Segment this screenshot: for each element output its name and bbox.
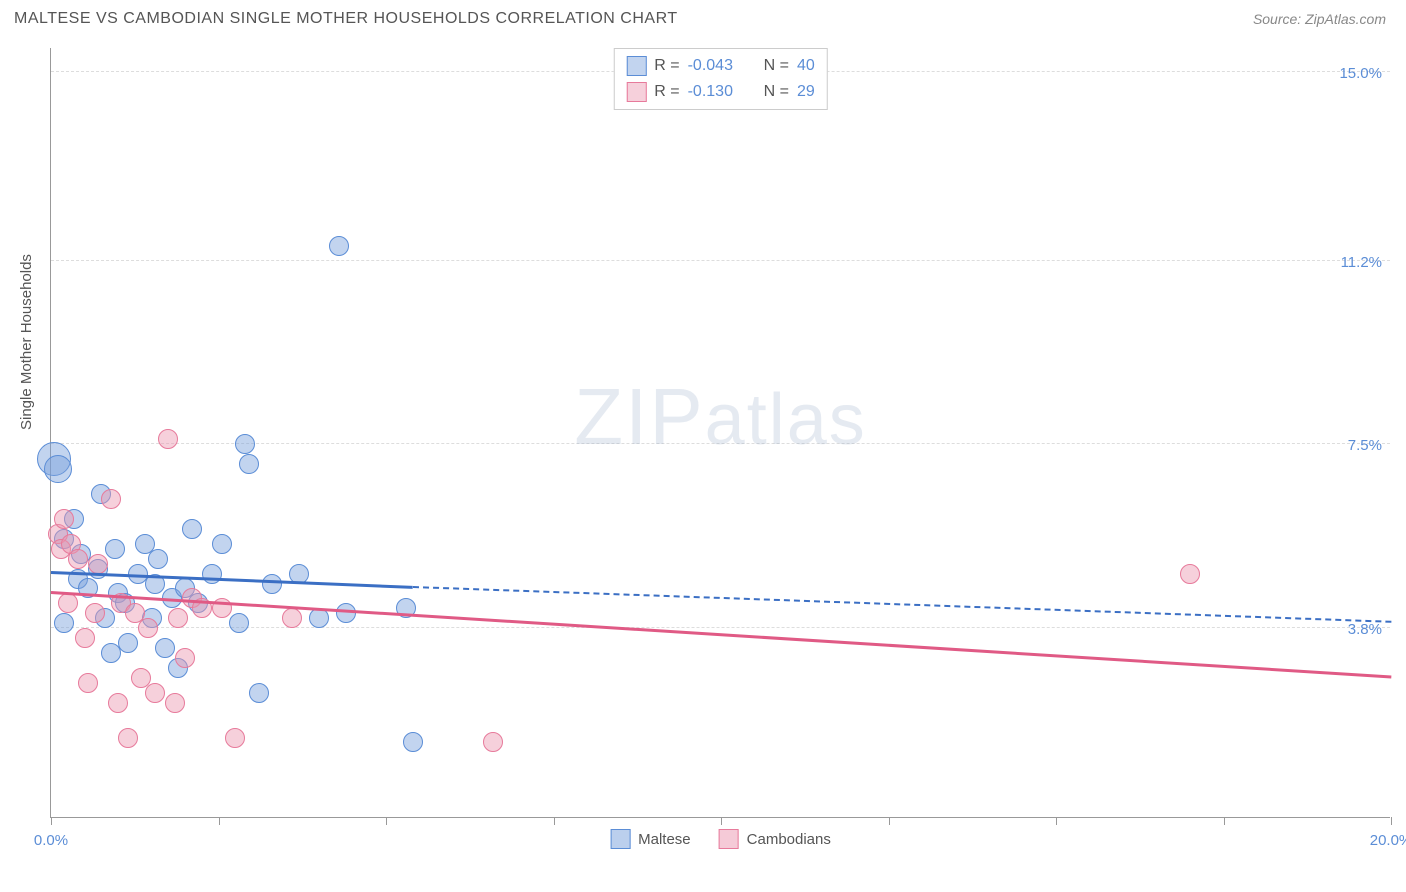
data-point: [155, 638, 175, 658]
legend-row: R = -0.130 N = 29: [624, 79, 816, 105]
data-point: [138, 618, 158, 638]
data-point: [182, 519, 202, 539]
data-point: [175, 648, 195, 668]
legend-n-label: N =: [764, 57, 789, 75]
data-point: [225, 728, 245, 748]
data-point: [168, 608, 188, 628]
legend-r-label: R =: [654, 83, 679, 101]
data-point: [235, 434, 255, 454]
data-point: [85, 603, 105, 623]
data-point: [329, 236, 349, 256]
trend-line: [51, 591, 1391, 678]
legend-swatch-icon: [719, 829, 739, 849]
series-legend: Maltese Cambodians: [610, 829, 831, 849]
legend-n-label: N =: [764, 83, 789, 101]
data-point: [158, 429, 178, 449]
data-point: [239, 454, 259, 474]
data-point: [118, 633, 138, 653]
data-point: [336, 603, 356, 623]
legend-n-value: 40: [797, 57, 815, 75]
y-tick-label: 7.5%: [1348, 437, 1382, 454]
data-point: [282, 608, 302, 628]
x-tick: [721, 817, 722, 825]
y-tick-label: 3.8%: [1348, 621, 1382, 638]
data-point: [212, 534, 232, 554]
chart-header: MALTESE VS CAMBODIAN SINGLE MOTHER HOUSE…: [0, 0, 1406, 34]
data-point: [148, 549, 168, 569]
y-axis-label: Single Mother Households: [18, 254, 35, 430]
data-point: [229, 613, 249, 633]
chart-title: MALTESE VS CAMBODIAN SINGLE MOTHER HOUSE…: [14, 10, 678, 28]
x-tick: [1056, 817, 1057, 825]
data-point: [262, 574, 282, 594]
data-point: [88, 554, 108, 574]
data-point: [54, 613, 74, 633]
data-point: [68, 549, 88, 569]
gridline: [51, 627, 1390, 628]
legend-swatch-icon: [626, 82, 646, 102]
legend-swatch-icon: [626, 56, 646, 76]
legend-r-label: R =: [654, 57, 679, 75]
correlation-legend: R = -0.043 N = 40 R = -0.130 N = 29: [613, 48, 827, 110]
x-tick: [386, 817, 387, 825]
legend-label: Maltese: [638, 831, 691, 848]
data-point: [58, 593, 78, 613]
legend-row: R = -0.043 N = 40: [624, 53, 816, 79]
legend-label: Cambodians: [747, 831, 831, 848]
watermark: ZIPatlas: [574, 371, 867, 463]
x-tick-label: 0.0%: [34, 832, 68, 849]
chart-source: Source: ZipAtlas.com: [1253, 11, 1386, 27]
data-point: [165, 693, 185, 713]
scatter-chart: ZIPatlas R =-0.043N =40R =-0.130N =29 Ma…: [50, 48, 1390, 818]
x-tick: [1391, 817, 1392, 825]
x-tick: [1224, 817, 1225, 825]
data-point: [54, 509, 74, 529]
legend-item: Maltese: [610, 829, 691, 849]
data-point: [249, 683, 269, 703]
data-point: [202, 564, 222, 584]
data-point: [75, 628, 95, 648]
data-point: [403, 732, 423, 752]
trend-line: [413, 586, 1391, 623]
data-point: [118, 728, 138, 748]
legend-swatch-icon: [610, 829, 630, 849]
x-tick-label: 20.0%: [1370, 832, 1406, 849]
data-point: [309, 608, 329, 628]
data-point: [1180, 564, 1200, 584]
x-tick: [554, 817, 555, 825]
trend-line: [51, 571, 413, 588]
data-point: [44, 455, 72, 483]
x-tick: [51, 817, 52, 825]
legend-n-value: 29: [797, 83, 815, 101]
data-point: [145, 683, 165, 703]
legend-r-value: -0.130: [688, 83, 746, 101]
data-point: [101, 489, 121, 509]
legend-r-value: -0.043: [688, 57, 746, 75]
data-point: [108, 693, 128, 713]
data-point: [78, 673, 98, 693]
data-point: [483, 732, 503, 752]
x-tick: [889, 817, 890, 825]
data-point: [105, 539, 125, 559]
gridline: [51, 260, 1390, 261]
x-tick: [219, 817, 220, 825]
legend-item: Cambodians: [719, 829, 831, 849]
y-tick-label: 11.2%: [1341, 254, 1382, 271]
y-tick-label: 15.0%: [1339, 65, 1382, 82]
